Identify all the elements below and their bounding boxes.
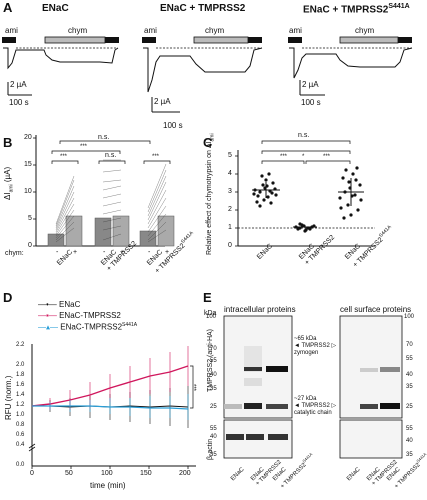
e-mw-right-35b: 35 bbox=[406, 452, 413, 458]
b-chym-tick-2: + bbox=[73, 249, 78, 256]
scale-time-3: 100 s bbox=[301, 98, 321, 107]
e-mw-right-40: 40 bbox=[406, 372, 413, 378]
chym-label-1: chym bbox=[68, 26, 88, 35]
e-mw-left-40b: 40 bbox=[210, 434, 217, 440]
c-ytick-5: 5 bbox=[228, 152, 232, 159]
e-mw-left-55: 55 bbox=[210, 358, 217, 364]
d-ytick-06: 0.6 bbox=[16, 432, 25, 438]
d-legend-enac: —•— ENaC bbox=[38, 300, 81, 309]
d-ytick-18: 1.8 bbox=[16, 372, 25, 378]
e-western-blot bbox=[223, 315, 403, 459]
b-sig-5: n.s. bbox=[98, 134, 110, 141]
b-ytick-5: 5 bbox=[28, 215, 32, 222]
scale-current-2: 2 µA bbox=[154, 97, 171, 106]
d-line-chart bbox=[28, 344, 196, 469]
e-mw-left-100: 100 bbox=[206, 314, 217, 320]
c-sig-2: * bbox=[302, 154, 305, 160]
e-mw-left-35b: 35 bbox=[210, 452, 217, 458]
b-ytick-15: 15 bbox=[24, 161, 32, 168]
e-mw-left-70: 70 bbox=[210, 346, 217, 352]
b-ytick-20: 20 bbox=[24, 134, 32, 141]
condition-title-enac: ENaC bbox=[42, 3, 69, 14]
c-sig-4: n.s. bbox=[298, 132, 310, 139]
b-chym-tick-1: - bbox=[56, 249, 59, 256]
d-sig: *** bbox=[190, 384, 196, 392]
b-chym-tick-3: - bbox=[103, 249, 106, 256]
condition-title-tmprss2: ENaC + TMPRSS2 bbox=[160, 3, 246, 14]
d-legend-tmprss2: —▪— ENaC-TMPRSS2 bbox=[38, 311, 121, 320]
panel-label-c: C bbox=[203, 135, 213, 150]
panel-label-d: D bbox=[3, 290, 13, 305]
b-sig-1: *** bbox=[60, 154, 68, 160]
condition-title-s441a: ENaC + TMPRSS2S441A bbox=[303, 3, 410, 16]
b-sig-3: n.s. bbox=[105, 152, 117, 159]
chym-label-2: chym bbox=[205, 26, 225, 35]
d-ytick-20: 2.0 bbox=[16, 362, 25, 368]
ami-label-3: ami bbox=[289, 26, 302, 35]
e-mw-right-55: 55 bbox=[406, 356, 413, 362]
d-ytick-16: 1.6 bbox=[16, 382, 25, 388]
c-sig-1: *** bbox=[280, 154, 288, 160]
d-ytick-00: 0.0 bbox=[16, 462, 25, 468]
d-ytick-04: 0.4 bbox=[16, 442, 25, 448]
panel-label-b: B bbox=[3, 135, 13, 150]
chym-label-3: chym bbox=[355, 26, 375, 35]
e-right-title: cell surface proteins bbox=[340, 305, 412, 314]
e-mw-left-55b: 55 bbox=[210, 426, 217, 432]
ami-label-2: ami bbox=[144, 26, 157, 35]
d-legend-s441a: —▴— ENaC-TMPRSS2S441A bbox=[38, 322, 138, 332]
b-chym-tick-5: - bbox=[148, 249, 151, 256]
b-chym-label: chym: bbox=[5, 250, 24, 257]
d-xtick-50: 50 bbox=[65, 470, 73, 477]
b-chym-tick-4: + bbox=[120, 249, 125, 256]
b-sig-4: *** bbox=[152, 154, 160, 160]
d-xtick-100: 100 bbox=[101, 470, 113, 477]
e-band-lower: ~27 kDa ◄ TMPRSS2 ▷ catalytic chain bbox=[294, 396, 337, 416]
e-mw-right-40b: 40 bbox=[406, 438, 413, 444]
e-mw-left-25: 25 bbox=[210, 404, 217, 410]
e-left-title: intracellular proteins bbox=[224, 305, 296, 314]
c-ytick-3: 3 bbox=[228, 188, 232, 195]
scale-current-1: 2 µA bbox=[10, 80, 27, 89]
d-ytick-08: 0.8 bbox=[16, 422, 25, 428]
d-xlabel: time (min) bbox=[90, 481, 126, 490]
panel-label-e: E bbox=[203, 290, 212, 305]
c-ytick-4: 4 bbox=[228, 170, 232, 177]
scale-time-2: 100 s bbox=[163, 121, 183, 130]
e-mw-right-100: 100 bbox=[404, 314, 415, 320]
e-kda: kDa bbox=[204, 310, 217, 317]
e-mw-right-25: 25 bbox=[406, 404, 413, 410]
e-mw-left-35: 35 bbox=[210, 386, 217, 392]
b-chym-tick-6: + bbox=[165, 249, 170, 256]
b-bar-chart bbox=[33, 135, 175, 247]
c-ytick-1: 1 bbox=[228, 224, 232, 231]
d-ytick-10: 1.0 bbox=[16, 412, 25, 418]
scale-current-3: 2 µA bbox=[302, 80, 319, 89]
c-scatter-plot bbox=[235, 140, 375, 247]
b-sig-2: *** bbox=[80, 144, 88, 150]
e-mw-right-70: 70 bbox=[406, 342, 413, 348]
b-ytick-10: 10 bbox=[24, 188, 32, 195]
e-mw-right-35: 35 bbox=[406, 384, 413, 390]
c-ytick-0: 0 bbox=[228, 242, 232, 249]
b-ytick-0: 0 bbox=[28, 242, 32, 249]
ami-label-1: ami bbox=[5, 26, 18, 35]
e-mw-right-55b: 55 bbox=[406, 426, 413, 432]
d-ytick-14: 1.4 bbox=[16, 392, 25, 398]
e-mw-left-40: 40 bbox=[210, 372, 217, 378]
d-xtick-150: 150 bbox=[140, 470, 152, 477]
scale-time-1: 100 s bbox=[9, 98, 29, 107]
d-xtick-200: 200 bbox=[179, 470, 191, 477]
panel-label-a: A bbox=[3, 0, 13, 15]
c-ytick-2: 2 bbox=[228, 206, 232, 213]
d-ytick-22: 2.2 bbox=[16, 342, 25, 348]
current-traces bbox=[2, 36, 413, 113]
d-ytick-12: 1.2 bbox=[16, 402, 25, 408]
c-sig-3: *** bbox=[323, 154, 331, 160]
d-xtick-0: 0 bbox=[30, 470, 34, 477]
e-band-upper: ~65 kDa ◄ TMPRSS2 ▷ zymogen bbox=[294, 336, 337, 356]
